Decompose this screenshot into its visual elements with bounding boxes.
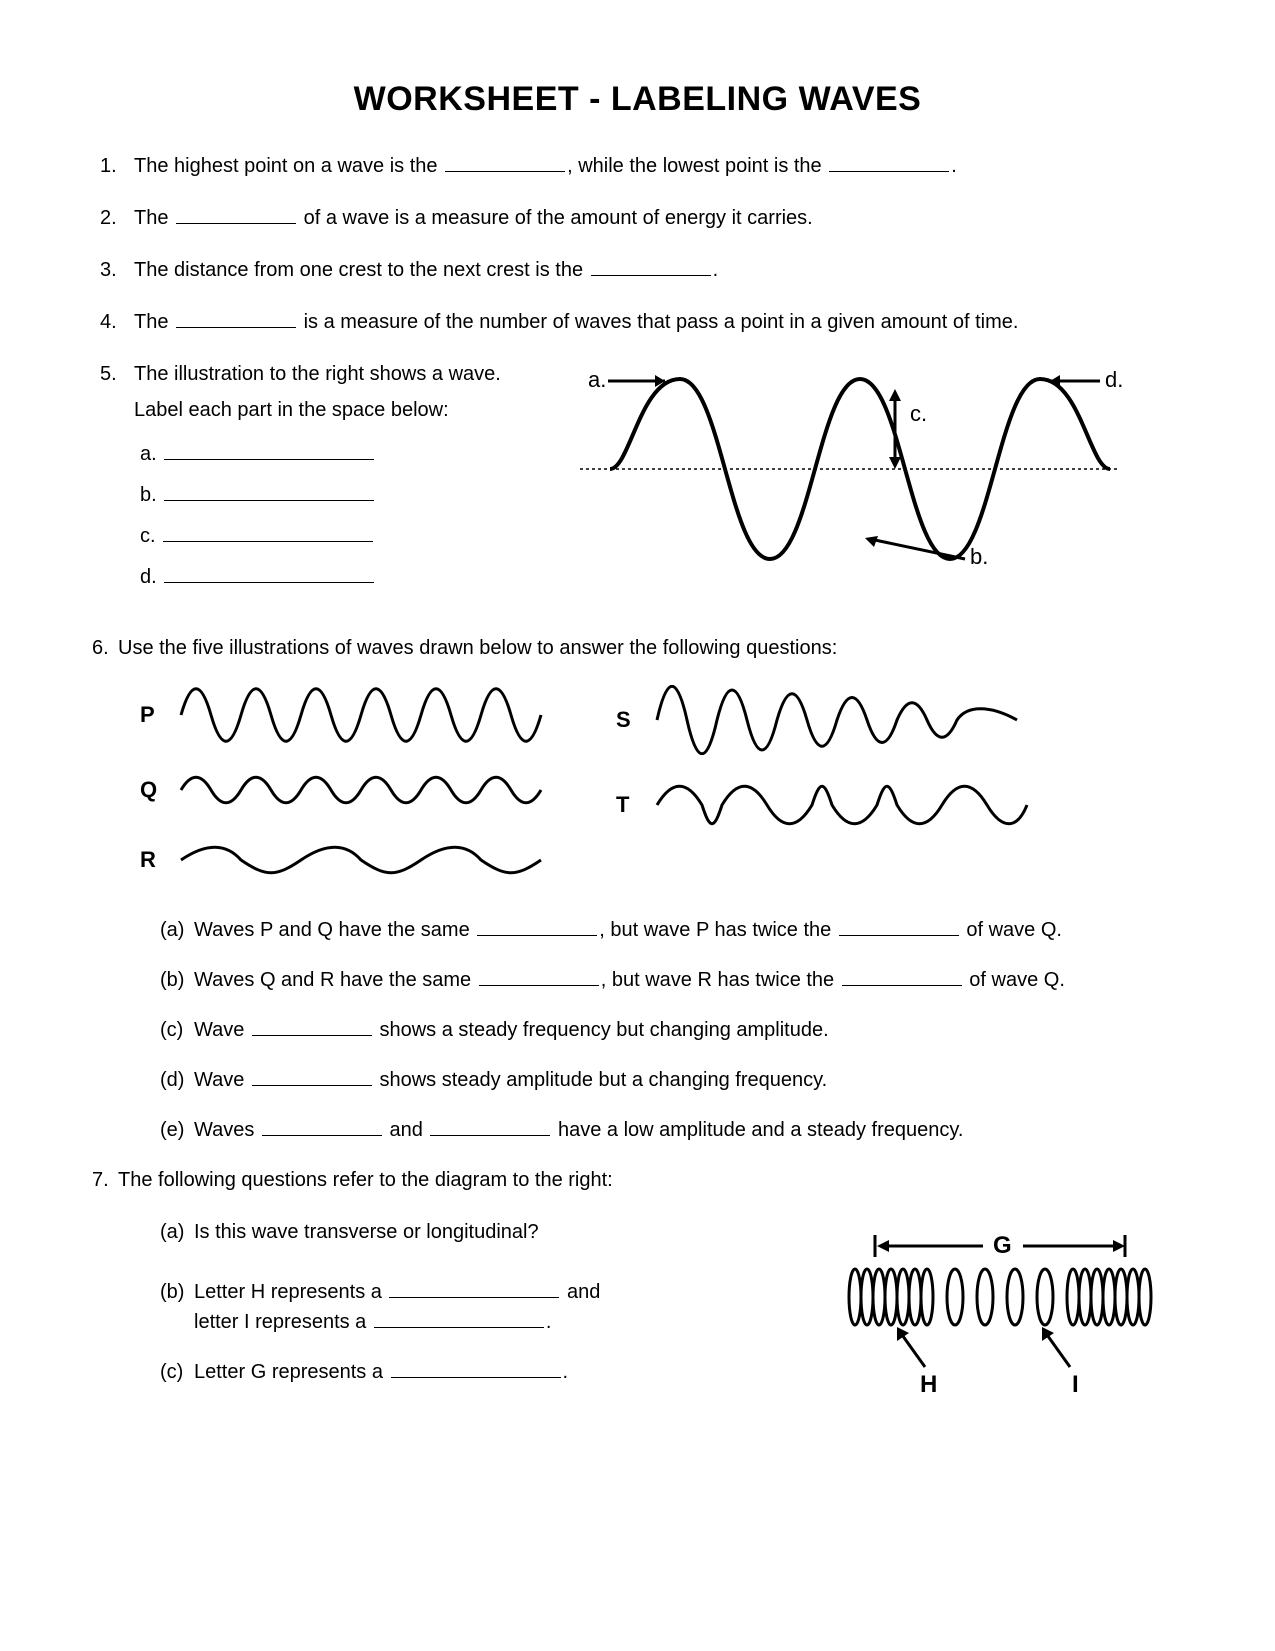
q5-intro1: The illustration to the right shows a wa… — [134, 363, 501, 385]
q5-d-label: d. — [140, 566, 157, 588]
question-4: 4.The is a measure of the number of wave… — [100, 307, 1175, 337]
q6e: (e)Waves and have a low amplitude and a … — [160, 1115, 1175, 1145]
q6-wave-illustrations: P Q R S — [140, 685, 1175, 885]
q3-text-a: The distance from one crest to the next … — [134, 259, 589, 281]
wave-s — [652, 685, 1032, 755]
q1-blank-1[interactable] — [445, 151, 565, 172]
q5-blank-c[interactable] — [163, 521, 373, 542]
q6b: (b)Waves Q and R have the same , but wav… — [160, 965, 1175, 995]
q4-text-b: is a measure of the number of waves that… — [298, 311, 1018, 333]
wave-label-r: R — [140, 847, 164, 873]
q1-text-c: . — [951, 155, 957, 177]
q2-num: 2. — [100, 203, 134, 233]
q2-blank[interactable] — [176, 203, 296, 224]
q5-blank-b[interactable] — [164, 480, 374, 501]
q6c-blank[interactable] — [252, 1015, 372, 1036]
wave-label-p: P — [140, 702, 164, 728]
q7c-blank[interactable] — [391, 1357, 561, 1378]
q5-intro2: Label each part in the space below: — [134, 399, 449, 421]
q6a-blank-1[interactable] — [477, 915, 597, 936]
q6e-blank-2[interactable] — [430, 1115, 550, 1136]
q6b-blank-2[interactable] — [842, 965, 962, 986]
q1-blank-2[interactable] — [829, 151, 949, 172]
q6a-blank-2[interactable] — [839, 915, 959, 936]
q4-blank[interactable] — [176, 307, 296, 328]
wave-q — [176, 765, 556, 815]
question-5: 5.The illustration to the right shows a … — [100, 359, 1175, 603]
wave-r — [176, 835, 556, 885]
q7c: (c)Letter G represents a . — [160, 1357, 785, 1387]
q6b-blank-1[interactable] — [479, 965, 599, 986]
q7b-blank-2[interactable] — [374, 1307, 544, 1328]
q7-num: 7. — [92, 1165, 118, 1195]
diagram-label-d: d. — [1105, 367, 1123, 392]
diagram-label-g: G — [993, 1232, 1012, 1259]
diagram-label-b: b. — [970, 544, 988, 569]
q3-num: 3. — [100, 255, 134, 285]
q6d: (d)Wave shows steady amplitude but a cha… — [160, 1065, 1175, 1095]
wave-t — [652, 775, 1032, 835]
q2-text-b: of a wave is a measure of the amount of … — [298, 207, 813, 229]
diagram-label-h: H — [920, 1371, 937, 1398]
q5-a-label: a. — [140, 443, 157, 465]
wave-diagram-q5: a. d. c. b. — [570, 359, 1130, 579]
diagram-label-c: c. — [910, 401, 927, 426]
q6d-blank[interactable] — [252, 1065, 372, 1086]
q6-num: 6. — [92, 633, 118, 663]
q6c: (c)Wave shows a steady frequency but cha… — [160, 1015, 1175, 1045]
q5-blank-d[interactable] — [164, 562, 374, 583]
q6a: (a)Waves P and Q have the same , but wav… — [160, 915, 1175, 945]
worksheet-page: WORKSHEET - LABELING WAVES 1.The highest… — [0, 0, 1275, 1651]
diagram-label-a: a. — [588, 367, 606, 392]
wave-label-t: T — [616, 792, 640, 818]
q3-text-b: . — [713, 259, 719, 281]
page-title: WORKSHEET - LABELING WAVES — [100, 80, 1175, 119]
q1-text-b: , while the lowest point is the — [567, 155, 827, 177]
q7a: (a)Is this wave transverse or longitudin… — [160, 1217, 785, 1247]
wave-label-q: Q — [140, 777, 164, 803]
diagram-label-i: I — [1072, 1371, 1079, 1398]
question-2: 2.The of a wave is a measure of the amou… — [100, 203, 1175, 233]
question-7-intro: 7.The following questions refer to the d… — [92, 1165, 1175, 1195]
q7b-blank-1[interactable] — [389, 1277, 559, 1298]
q1-text-a: The highest point on a wave is the — [134, 155, 443, 177]
wave-label-s: S — [616, 707, 640, 733]
question-1: 1.The highest point on a wave is the , w… — [100, 151, 1175, 181]
q4-num: 4. — [100, 307, 134, 337]
q1-num: 1. — [100, 151, 134, 181]
q5-c-label: c. — [140, 525, 156, 547]
q6-intro: Use the five illustrations of waves draw… — [118, 637, 837, 659]
q5-b-label: b. — [140, 484, 157, 506]
q3-blank[interactable] — [591, 255, 711, 276]
question-6: 6.Use the five illustrations of waves dr… — [92, 633, 1175, 663]
wave-p — [176, 685, 556, 745]
q5-num: 5. — [100, 359, 134, 389]
q5-blank-a[interactable] — [164, 439, 374, 460]
q6e-blank-1[interactable] — [262, 1115, 382, 1136]
question-7: (a)Is this wave transverse or longitudin… — [100, 1217, 1175, 1412]
question-3: 3.The distance from one crest to the nex… — [100, 255, 1175, 285]
q7-intro: The following questions refer to the dia… — [118, 1169, 613, 1191]
q7b: (b)Letter H represents a and letter I re… — [160, 1277, 785, 1337]
longitudinal-wave-diagram: G H I — [825, 1217, 1175, 1407]
q4-text-a: The — [134, 311, 174, 333]
q2-text-a: The — [134, 207, 174, 229]
